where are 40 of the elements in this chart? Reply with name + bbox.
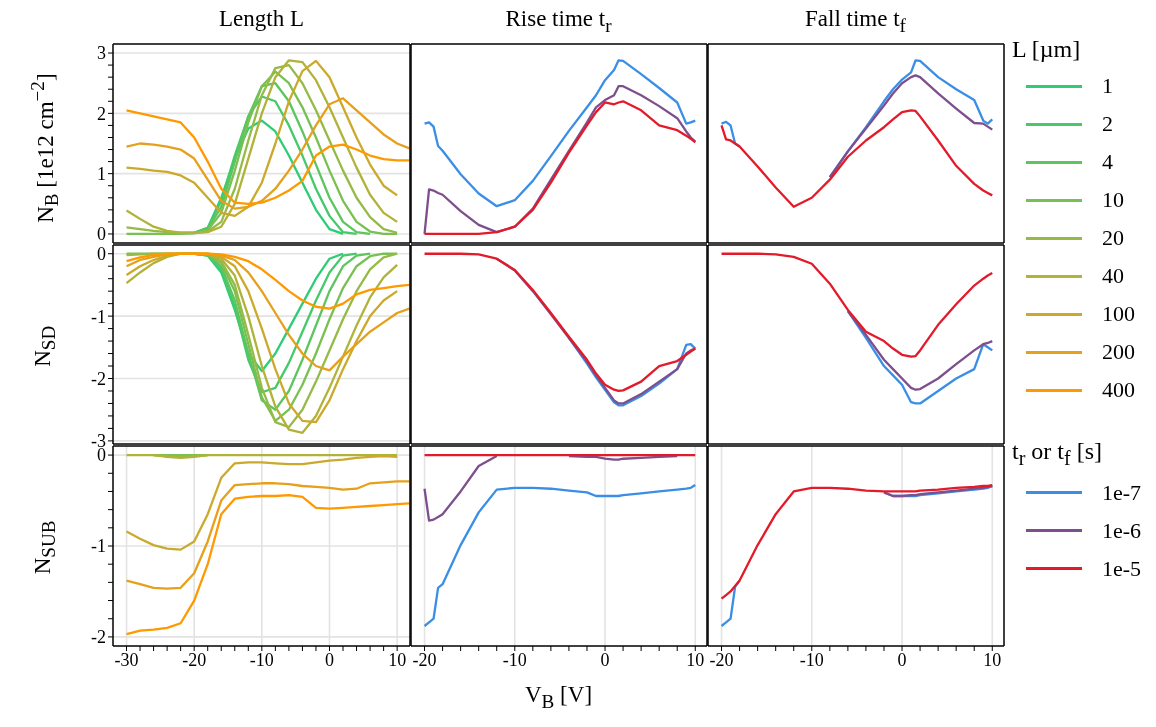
- y-tick-label: 3: [97, 43, 106, 64]
- chart-title: Rise time t$_{r}$: [504, 6, 613, 37]
- x-tick-label: -20: [412, 649, 437, 670]
- x-axis-title: V$_{B}$ [V]: [523, 682, 594, 713]
- x-tick-label: 0: [324, 649, 334, 670]
- x-tick-label: 0: [600, 649, 610, 670]
- legend-label: 20: [1102, 225, 1124, 251]
- y-tick-label: 0: [97, 244, 106, 265]
- y-tick-label: -2: [91, 627, 106, 648]
- x-tick-label: 0: [897, 649, 907, 670]
- legend-label: 4: [1102, 149, 1113, 175]
- y-tick-label: -1: [91, 536, 106, 557]
- legend-label: 2: [1102, 111, 1113, 137]
- x-tick-label: 10: [388, 649, 407, 670]
- chart-title: Fall time t$_{f}$: [804, 6, 907, 37]
- y-tick-label: 0: [97, 224, 106, 245]
- y-tick-label: 1: [97, 164, 106, 185]
- x-tick-label: 10: [983, 649, 1002, 670]
- y-tick-label: -2: [91, 368, 106, 389]
- legend-label: 40: [1102, 263, 1124, 289]
- legend-label: 1e-6: [1102, 517, 1142, 544]
- legend-title: t$_{r}$ or t$_{f}$ [s]: [1012, 438, 1103, 470]
- x-tick-label: -20: [182, 649, 207, 670]
- legend-label: 1e-7: [1102, 479, 1142, 506]
- x-tick-label: -30: [114, 649, 139, 670]
- legend-title: L [µm]: [1012, 36, 1082, 63]
- legend-label: 1: [1102, 73, 1113, 99]
- x-tick-label: -20: [709, 649, 734, 670]
- x-tick-label: -10: [249, 649, 274, 670]
- x-tick-label: -10: [799, 649, 824, 670]
- legend-label: 400: [1102, 377, 1135, 403]
- legend-label: 200: [1102, 339, 1135, 365]
- y-tick-label: 2: [97, 103, 106, 124]
- x-tick-label: -10: [502, 649, 527, 670]
- x-tick-label: 10: [686, 649, 705, 670]
- chart-title: Length L: [218, 6, 305, 32]
- legend-label: 100: [1102, 301, 1135, 327]
- legend-label: 10: [1102, 187, 1124, 213]
- legend-label: 1e-5: [1102, 555, 1142, 582]
- y-tick-label: -1: [91, 306, 106, 327]
